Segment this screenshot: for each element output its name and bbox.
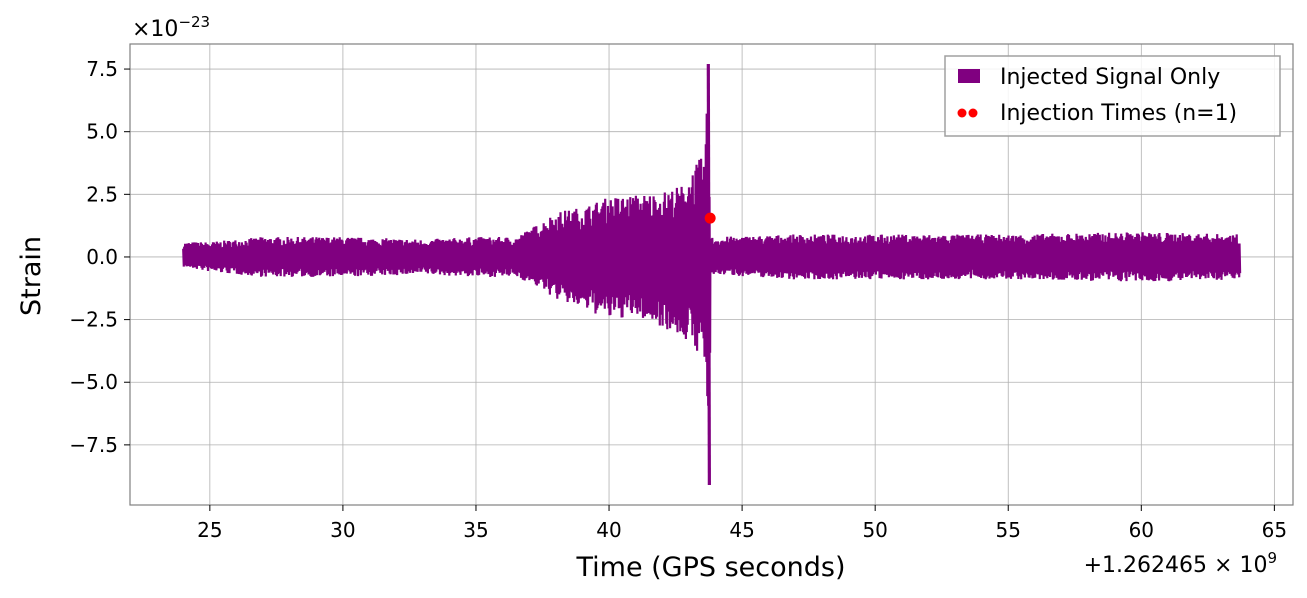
x-tick-label: 35 bbox=[463, 518, 488, 542]
x-tick-label: 40 bbox=[596, 518, 621, 542]
x-tick-label: 25 bbox=[197, 518, 222, 542]
series-layer bbox=[182, 64, 1242, 485]
injection-time-marker bbox=[704, 212, 716, 224]
y-axis-ticks: 7.5 5.0 2.5 0.0 −2.5 −5.0 −7.5 bbox=[69, 57, 130, 457]
y-tick-label: 2.5 bbox=[86, 182, 118, 206]
axes-frame bbox=[129, 43, 1294, 506]
x-tick-label: 30 bbox=[330, 518, 355, 542]
y-axis-label: Strain bbox=[16, 236, 47, 316]
y-tick-label: 7.5 bbox=[86, 57, 118, 81]
x-tick-label: 45 bbox=[729, 518, 754, 542]
x-axis-ticks: 25 30 35 40 45 50 55 60 65 bbox=[197, 505, 1287, 542]
y-tick-label: 0.0 bbox=[86, 245, 118, 269]
legend-marker-injection-times-2 bbox=[968, 108, 978, 118]
y-scale-label: ×10−23 bbox=[132, 13, 210, 42]
legend-marker-injection-times-1 bbox=[957, 108, 967, 118]
legend-box bbox=[944, 55, 1281, 137]
x-offset-exponent: 9 bbox=[1267, 549, 1277, 567]
legend-label-injection-times: Injection Times (n=1) bbox=[1000, 101, 1237, 126]
y-tick-label: −7.5 bbox=[69, 433, 118, 457]
legend-label-injected-signal: Injected Signal Only bbox=[1000, 65, 1220, 90]
y-scale-exponent: −23 bbox=[178, 13, 210, 31]
legend: Injected Signal Only Injection Times (n=… bbox=[944, 55, 1281, 137]
x-axis-label: Time (GPS seconds) bbox=[575, 552, 845, 583]
y-tick-label: −5.0 bbox=[69, 370, 118, 394]
y-tick-label: 5.0 bbox=[86, 120, 118, 144]
y-tick-label: −2.5 bbox=[69, 308, 118, 332]
series-line-injected-signal bbox=[182, 113, 1242, 410]
x-tick-label: 50 bbox=[862, 518, 887, 542]
x-tick-label: 55 bbox=[996, 518, 1021, 542]
x-offset-label: +1.262465 × 109 bbox=[1084, 549, 1277, 578]
x-tick-label: 60 bbox=[1129, 518, 1154, 542]
x-tick-label: 65 bbox=[1262, 518, 1287, 542]
merger-spike bbox=[706, 64, 711, 485]
legend-swatch-injected-signal bbox=[958, 69, 980, 83]
